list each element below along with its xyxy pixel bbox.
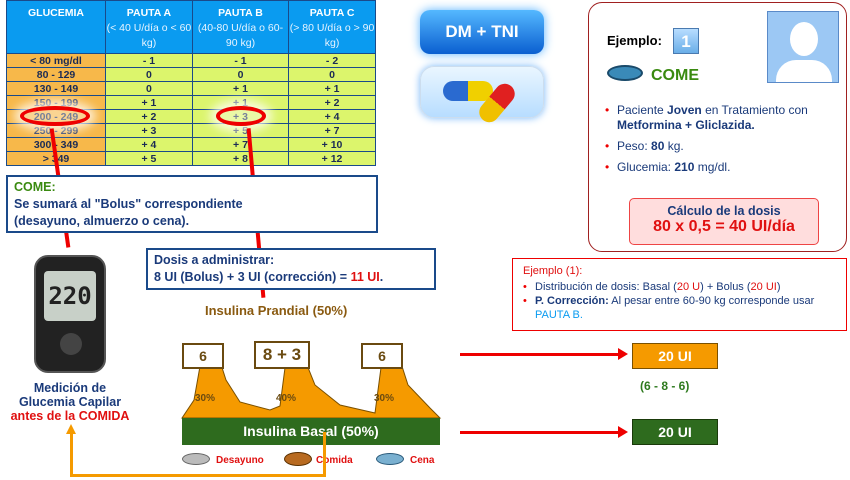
- dose-cell: - 1: [191, 53, 290, 68]
- table-row: 300 - 349+ 4+ 7+ 10: [6, 137, 376, 152]
- dose-cell: + 3: [105, 123, 193, 138]
- prandial-total: 20 UI: [632, 343, 718, 369]
- table-row: 80 - 129 0 0 0: [6, 67, 376, 82]
- glucemia-cell: 80 - 129: [6, 67, 106, 82]
- dose-cell: 0: [105, 67, 193, 82]
- basal-total: 20 UI: [632, 419, 718, 445]
- dose-cell: + 7: [288, 123, 376, 138]
- soup-icon: [607, 65, 643, 81]
- pct-desayuno: 30%: [195, 393, 216, 404]
- dose-calculation-box: Cálculo de la dosis 80 x 0,5 = 40 UI/día: [629, 198, 819, 245]
- prandial-split: (6 - 8 - 6): [640, 379, 690, 393]
- dose-cell: + 5: [105, 151, 193, 166]
- dose-cell: + 2: [105, 109, 193, 124]
- dose-cell: 0: [191, 67, 290, 82]
- glucemia-cell: < 80 mg/dl: [6, 53, 106, 68]
- pills-image: [420, 66, 544, 127]
- glucometer-image: 220: [34, 255, 106, 373]
- header-glucemia: GLUCEMIA: [6, 0, 106, 54]
- patient-avatar: [767, 11, 839, 83]
- dm-tni-badge: DM + TNI: [420, 10, 544, 54]
- detail-patient: Paciente Joven en Tratamiento con Metfor…: [605, 103, 840, 133]
- glucemia-cell: 250 - 299: [6, 123, 106, 138]
- table-row: 250 - 299 + 3 + 5 + 7: [6, 123, 376, 138]
- dose-box-cena: 6: [361, 343, 403, 369]
- dose-cell: + 1: [288, 81, 376, 96]
- pct-comida: 40%: [276, 393, 297, 404]
- highlight-ring-glucemia: [20, 106, 90, 126]
- dose-cell: + 10: [288, 137, 376, 152]
- meter-caption: Medición de Glucemia Capilar antes de la C…: [10, 381, 130, 423]
- patient-details: Paciente Joven en Tratamiento con Metfor…: [605, 103, 840, 181]
- dose-box-comida: 8 + 3: [254, 341, 310, 369]
- soup-icon: [376, 453, 404, 465]
- glucemia-cell: 130 - 149: [6, 81, 106, 96]
- example-number: 1: [673, 28, 699, 54]
- correction-table: GLUCEMIA PAUTA A (< 40 U/día o < 60 kg) P…: [6, 0, 376, 166]
- table-row: < 80 mg/dl - 1- 1- 2: [6, 53, 376, 68]
- come-info-box: COME: Se sumará al "Bolus" correspondien…: [6, 175, 378, 233]
- meal-comida: Comida: [316, 455, 353, 466]
- header-pauta-c: PAUTA C (> 80 U/día o > 90 kg): [288, 0, 376, 54]
- dose-cell: - 1: [105, 53, 193, 68]
- meter-buttons: [60, 333, 82, 355]
- dose-cell: + 7: [191, 137, 290, 152]
- dose-cell: + 4: [288, 109, 376, 124]
- dose-cell: 0: [288, 67, 376, 82]
- example-label: Ejemplo:: [607, 33, 662, 48]
- arrow-up-icon: [66, 424, 76, 434]
- example-card: Ejemplo: 1 COME Paciente Joven en Tratam…: [588, 2, 847, 252]
- feedback-line: [70, 432, 326, 477]
- dose-cell: + 12: [288, 151, 376, 166]
- meal-desayuno: Desayuno: [216, 455, 264, 466]
- dose-cell: + 8: [191, 151, 290, 166]
- meal-cena: Cena: [410, 455, 435, 466]
- table-row: 150 - 199 + 1 + 1 + 2: [6, 95, 376, 110]
- arrow-prandial: [460, 348, 628, 360]
- dose-cell: - 2: [288, 53, 376, 68]
- breakfast-icon: [182, 453, 210, 465]
- table-row: > 349 + 5 + 8 + 12: [6, 151, 376, 166]
- dose-box-desayuno: 6: [182, 343, 224, 369]
- dose-cell: + 1: [191, 95, 290, 110]
- chicken-icon: [284, 452, 312, 466]
- header-pauta-a: PAUTA A (< 40 U/día o < 60 kg): [105, 0, 193, 54]
- detail-glucemia: Glucemia: 210 mg/dl.: [605, 160, 840, 175]
- header-pauta-b: PAUTA B (40-80 U/día o 60-90 kg): [191, 0, 290, 54]
- dose-cell: + 4: [105, 137, 193, 152]
- highlight-ring-pauta-b: [216, 106, 266, 126]
- dose-cell: 0: [105, 81, 193, 96]
- dose-cell: + 1: [191, 81, 290, 96]
- table-row: 130 - 149 0 + 1 + 1: [6, 81, 376, 96]
- capsule-icon: [443, 81, 493, 101]
- pct-cena: 30%: [374, 393, 395, 404]
- glucemia-cell: 150 - 199: [6, 95, 106, 110]
- dose-cell: + 5: [191, 123, 290, 138]
- dose-cell: + 2: [288, 95, 376, 110]
- meter-reading: 220: [44, 271, 96, 321]
- come-label: COME: [651, 67, 699, 84]
- dosis-info-box: Dosis a administrar: 8 UI (Bolus) + 3 UI…: [146, 248, 436, 290]
- prandial-label: Insulina Prandial (50%): [205, 303, 348, 318]
- dose-cell: + 1: [105, 95, 193, 110]
- example1-box: Ejemplo (1): Distribución de dosis: Basa…: [512, 258, 847, 331]
- detail-weight: Peso: 80 kg.: [605, 139, 840, 154]
- arrow-basal: [460, 426, 628, 438]
- basal-bar: Insulina Basal (50%): [182, 418, 440, 445]
